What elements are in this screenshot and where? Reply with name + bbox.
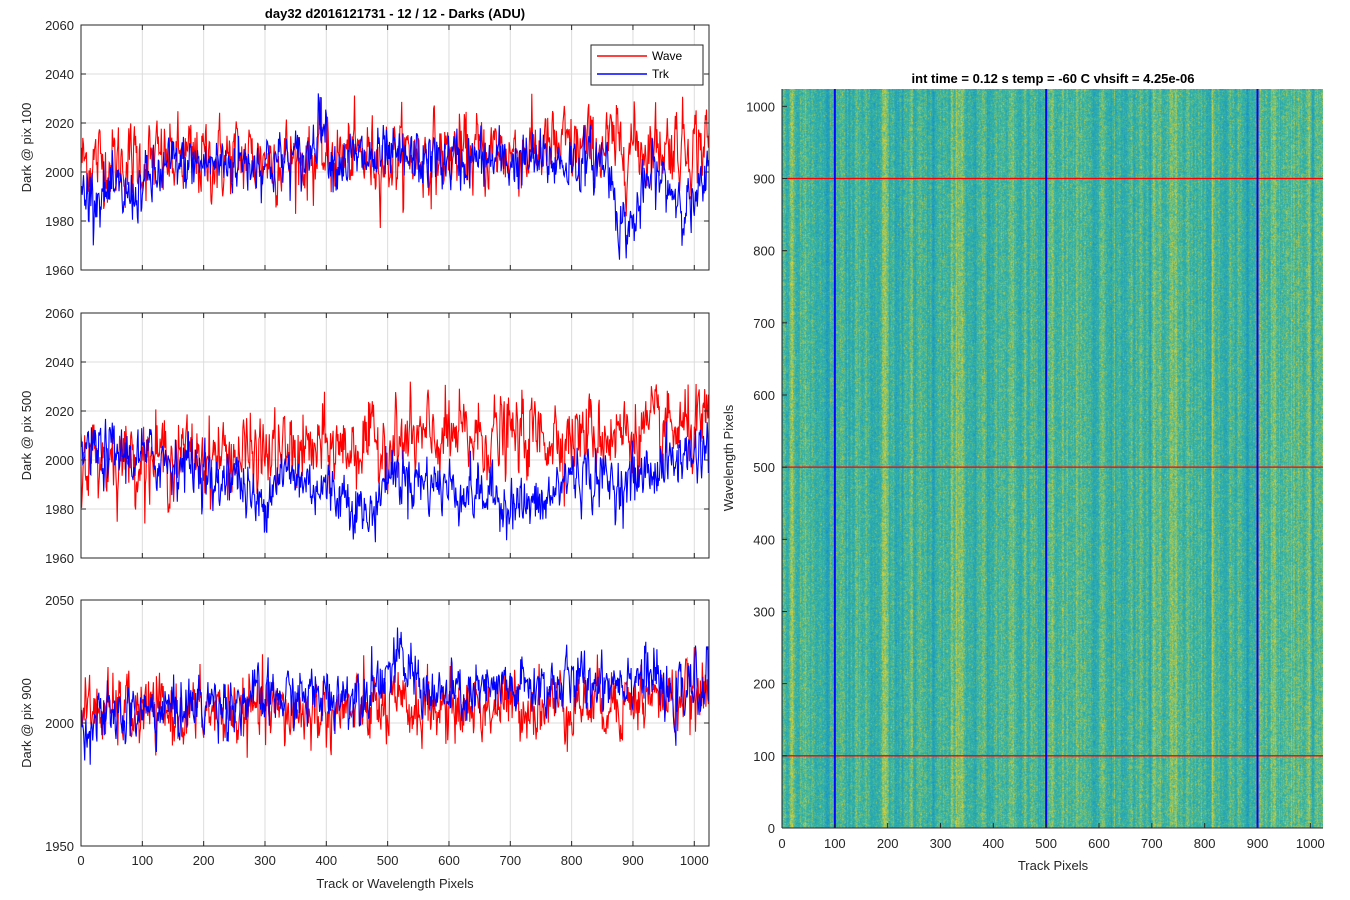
left-x-axis-label: Track or Wavelength Pixels: [316, 876, 474, 891]
x-tick-label: 200: [193, 853, 215, 868]
x-tick-label: 300: [254, 853, 276, 868]
y-tick-label: 2000: [45, 165, 74, 180]
heatmap-y-axis-label: Wavelength Pixels: [721, 404, 736, 511]
x-tick-label: 800: [561, 853, 583, 868]
heatmap-y-tick-label: 400: [753, 532, 775, 547]
axes-frame: [80, 24, 710, 271]
y-axis-label: Dark @ pix 100: [19, 103, 34, 193]
heatmap-panel: int time = 0.12 s temp = -60 C vhsift = …: [721, 71, 1325, 873]
heatmap-markers: [782, 89, 1323, 828]
heatmap-x-tick-label: 800: [1194, 836, 1216, 851]
x-tick-label: 400: [315, 853, 337, 868]
heatmap-y-tick-label: 800: [753, 244, 775, 259]
legend-wave-label: Wave: [652, 49, 683, 63]
x-tick-label: 700: [499, 853, 521, 868]
y-axis-label: Dark @ pix 900: [19, 678, 34, 768]
series-line-wave: [80, 93, 710, 229]
heatmap-x-tick-label: 600: [1088, 836, 1110, 851]
x-tick-label: 1000: [680, 853, 709, 868]
y-tick-label: 2000: [45, 716, 74, 731]
heatmap-x-tick-label: 0: [778, 836, 785, 851]
heatmap-title: int time = 0.12 s temp = -60 C vhsift = …: [912, 71, 1195, 86]
y-tick-label: 1960: [45, 551, 74, 566]
heatmap-y-tick-label: 200: [753, 677, 775, 692]
y-tick-label: 2020: [45, 404, 74, 419]
heatmap-y-tick-label: 900: [753, 171, 775, 186]
y-axis-label: Dark @ pix 500: [19, 391, 34, 481]
axes-frame: [80, 312, 710, 559]
y-tick-label: 1950: [45, 839, 74, 854]
y-tick-label: 1980: [45, 502, 74, 517]
heatmap-x-tick-label: 200: [877, 836, 899, 851]
y-tick-label: 2060: [45, 306, 74, 321]
y-tick-label: 2050: [45, 593, 74, 608]
heatmap-x-tick-label: 300: [930, 836, 952, 851]
series-line-trk: [80, 418, 710, 543]
series-line-trk: [80, 627, 710, 765]
y-tick-label: 2040: [45, 67, 74, 82]
series-line-trk: [80, 93, 710, 260]
y-tick-label: 2020: [45, 116, 74, 131]
legend-trk-label: Trk: [652, 67, 670, 81]
heatmap-x-axis-label: Track Pixels: [1018, 858, 1089, 873]
line-panel-pix-500: 1960 1980 2000 2020 2040 2060 Dark @ pix 500: [19, 306, 710, 566]
y-tick-label: 1980: [45, 214, 74, 229]
x-tick-label: 100: [131, 853, 153, 868]
heatmap-y-tick-label: 100: [753, 749, 775, 764]
x-tick-label: 500: [377, 853, 399, 868]
heatmap-x-tick-label: 900: [1247, 836, 1269, 851]
figure-title: day32 d2016121731 - 12 / 12 - Darks (ADU…: [265, 6, 525, 21]
heatmap-x-tick-label: 400: [982, 836, 1004, 851]
y-tick-label: 2060: [45, 18, 74, 33]
heatmap-y-tick-label: 500: [753, 460, 775, 475]
legend: Wave Trk: [590, 44, 704, 86]
heatmap-x-tick-label: 700: [1141, 836, 1163, 851]
heatmap-x-tick-label: 100: [824, 836, 846, 851]
x-tick-label: 900: [622, 853, 644, 868]
y-tick-label: 2000: [45, 453, 74, 468]
heatmap-axes: 0 100 200 300 400 500 600 700 800 900 1000 0 100 200 3…: [746, 89, 1325, 851]
heatmap-y-tick-label: 0: [768, 821, 775, 836]
heatmap-y-tick-label: 1000: [746, 99, 775, 114]
heatmap-y-tick-label: 600: [753, 388, 775, 403]
x-tick-label: 600: [438, 853, 460, 868]
x-tick-label: 0: [77, 853, 84, 868]
heatmap-y-tick-label: 300: [753, 604, 775, 619]
heatmap-image: [782, 89, 1323, 828]
heatmap-x-tick-label: 1000: [1296, 836, 1325, 851]
heatmap-x-tick-label: 500: [1035, 836, 1057, 851]
heatmap-y-tick-label: 700: [753, 316, 775, 331]
line-panel-pix-900: 0 100 200 300 400 500 600 700 800 900 1000 1950 2000…: [19, 593, 710, 868]
y-tick-label: 1960: [45, 263, 74, 278]
legend-box: [590, 44, 704, 86]
series-line-wave: [80, 381, 710, 524]
y-tick-label: 2040: [45, 355, 74, 370]
